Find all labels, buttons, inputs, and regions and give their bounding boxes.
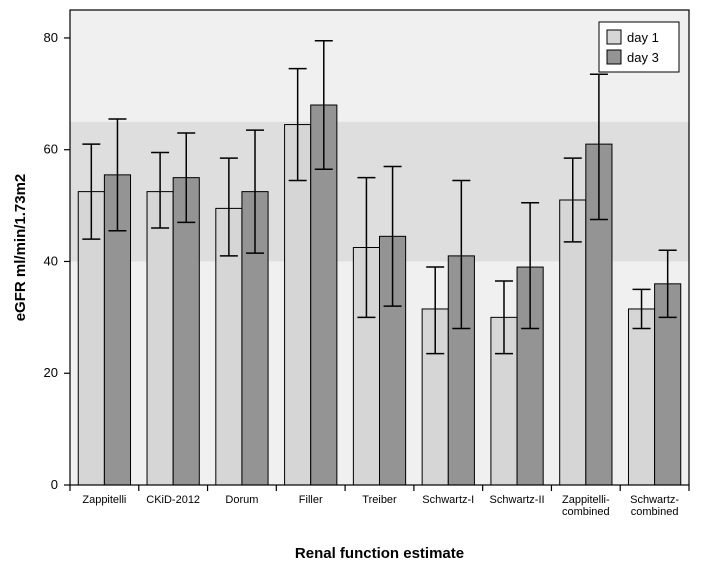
legend-swatch — [607, 30, 621, 44]
x-tick-label: CKiD-2012 — [146, 494, 200, 506]
legend-label: day 3 — [627, 50, 659, 65]
x-tick-label: combined — [562, 506, 610, 518]
x-tick-label: combined — [631, 506, 679, 518]
legend-label: day 1 — [627, 30, 659, 45]
y-tick-label: 80 — [44, 30, 58, 45]
y-tick-label: 20 — [44, 365, 58, 380]
bar — [173, 178, 199, 485]
x-axis-title: Renal function estimate — [295, 545, 464, 562]
y-axis-title: eGFR ml/min/1.73m2 — [12, 174, 29, 322]
x-tick-label: Filler — [299, 494, 323, 506]
y-tick-label: 40 — [44, 253, 58, 268]
bar — [628, 309, 654, 485]
x-tick-label: Schwartz-I — [422, 494, 474, 506]
bar — [560, 200, 586, 485]
x-tick-label: Treiber — [362, 494, 397, 506]
bar — [147, 192, 173, 485]
x-tick-label: Zappitelli — [82, 494, 126, 506]
legend-swatch — [607, 50, 621, 64]
y-tick-label: 0 — [51, 477, 58, 492]
x-tick-label: Schwartz- — [630, 494, 679, 506]
x-tick-label: Schwartz-II — [490, 494, 545, 506]
egfr-bar-chart: 0 20 40 60 80 eGFR ml/min/1.73m2 Zappitelli CKi… — [0, 0, 709, 570]
y-tick-label: 60 — [44, 142, 58, 157]
x-tick-label: Dorum — [225, 494, 258, 506]
x-tick-label: Zappitelli- — [562, 494, 610, 506]
